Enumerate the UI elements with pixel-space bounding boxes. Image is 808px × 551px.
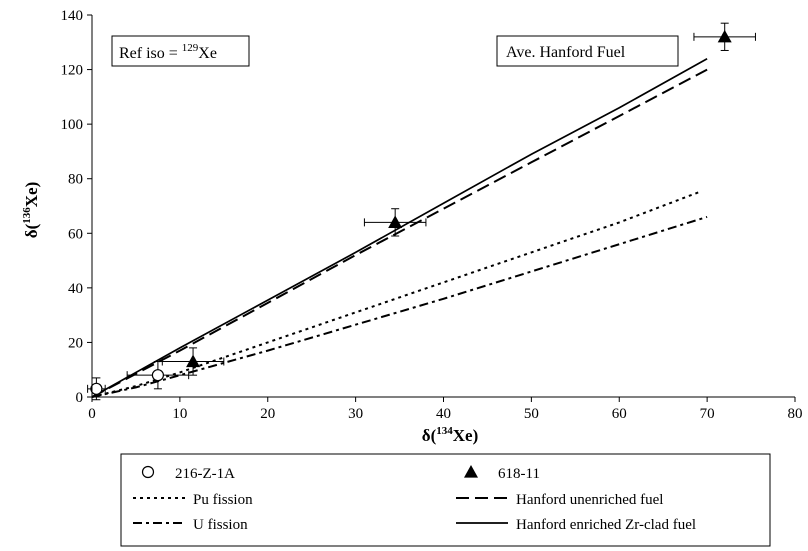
x-tick-label: 10 [172,406,187,422]
data-point-216-z-1a [87,377,106,401]
data-point-216-z-1a [126,361,190,390]
plot-points [87,22,756,401]
series-line-u-fission [91,215,708,398]
triangle-marker [186,354,201,368]
y-tick-label: 80 [68,172,83,188]
legend-swatch [464,465,478,478]
series-line-hanford-unenriched-fuel [91,68,708,398]
y-tick-label: 120 [61,63,84,79]
triangle-marker [717,29,732,43]
x-tick-label: 70 [700,406,715,422]
x-tick-label: 80 [788,406,803,422]
fuel-box [496,35,679,67]
x-tick-label: 0 [88,406,96,422]
triangle-marker [388,215,403,228]
y-tick-label: 40 [68,281,83,297]
legend-item-pu-fission: Pu fission [133,492,253,508]
y-axis-title: δ(136Xe) [21,182,41,238]
ref-iso-box [111,35,250,67]
x-tick-label: 20 [260,406,275,422]
fuel-text: Ave. Hanford Fuel [506,44,626,61]
legend: 216-Z-1A 618-11 Pu fission Hanford unenrich… [120,453,771,547]
data-point-618-11 [693,22,756,51]
legend-swatch [141,465,155,479]
legend-item-u-fission: U fission [133,517,248,533]
data-point-618-11 [363,208,427,237]
y-tick-label: 60 [68,226,83,242]
legend-label: U fission [193,517,248,533]
x-tick-label: 30 [348,406,363,422]
y-tick-label: 100 [61,117,84,133]
legend-label: Hanford unenriched fuel [516,492,663,508]
legend-item-hanford-unenriched-fuel: Hanford unenriched fuel [456,492,663,508]
x-tick-label: 40 [436,406,451,422]
legend-box [120,453,771,547]
legend-item-618-11: 618-11 [464,465,540,482]
legend-item-216-z-1a: 216-Z-1A [141,465,235,482]
legend-label: Hanford enriched Zr-clad fuel [516,517,696,533]
legend-label: 618-11 [498,466,540,482]
x-tick-label: 60 [612,406,627,422]
circle-marker [151,369,165,382]
y-tick-label: 20 [68,335,83,351]
legend-item-hanford-enriched-zr-clad-fuel: Hanford enriched Zr-clad fuel [456,517,696,533]
ref-iso-annotation: Ref iso = 129Xe [111,35,250,67]
legend-label: Pu fission [193,492,253,508]
x-axis-title: δ(134Xe) [422,425,478,445]
y-tick-label: 0 [76,390,84,406]
legend-label: 216-Z-1A [175,466,235,482]
data-point-618-11 [161,347,225,376]
axes [91,15,795,398]
ref-iso-text: Ref iso = 129Xe [119,42,217,62]
ticks: 0 10 20 30 40 50 60 70 80 0 20 40 60 80 100 120 140 [61,8,803,422]
y-tick-label: 140 [61,8,84,24]
fuel-annotation: Ave. Hanford Fuel [496,35,679,67]
x-tick-label: 50 [524,406,539,422]
circle-marker [90,382,103,395]
